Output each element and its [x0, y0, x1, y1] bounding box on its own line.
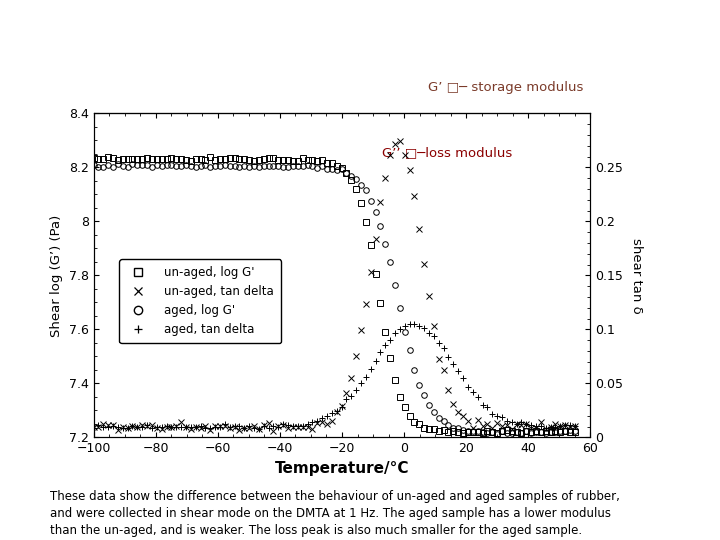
Y-axis label: shear tan δ: shear tan δ	[630, 238, 643, 313]
Text: These data show the difference between the behaviour of un-aged and aged samples: These data show the difference between t…	[50, 490, 620, 537]
Legend: un-aged, log G', un-aged, tan delta, aged, log G', aged, tan delta: un-aged, log G', un-aged, tan delta, age…	[120, 259, 281, 343]
X-axis label: Temperature/°C: Temperature/°C	[275, 461, 409, 476]
Text: G’ □─ storage modulus: G’ □─ storage modulus	[428, 82, 584, 94]
Y-axis label: Shear log (G’) (Pa): Shear log (G’) (Pa)	[50, 214, 63, 336]
Text: G’’ □─loss modulus: G’’ □─loss modulus	[382, 146, 512, 159]
